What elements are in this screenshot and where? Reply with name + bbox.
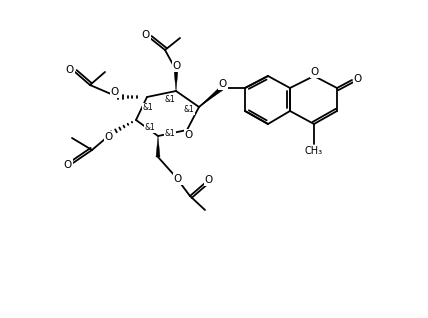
Text: &1: &1	[165, 95, 175, 105]
Text: O: O	[64, 160, 72, 170]
Text: &1: &1	[143, 103, 153, 113]
Text: O: O	[66, 65, 74, 75]
Text: O: O	[185, 130, 193, 140]
Text: O: O	[311, 67, 319, 77]
Text: &1: &1	[184, 106, 194, 114]
Text: CH₃: CH₃	[305, 146, 323, 156]
Text: O: O	[111, 87, 119, 97]
Text: O: O	[142, 30, 150, 40]
Text: O: O	[354, 74, 362, 84]
Text: O: O	[219, 79, 227, 89]
Text: O: O	[173, 61, 181, 71]
Text: O: O	[205, 175, 213, 185]
Text: &1: &1	[145, 123, 155, 133]
Polygon shape	[199, 86, 223, 107]
Polygon shape	[156, 136, 160, 157]
Polygon shape	[174, 70, 178, 91]
Text: &1: &1	[165, 129, 175, 139]
Text: O: O	[174, 174, 182, 184]
Text: O: O	[105, 132, 113, 142]
